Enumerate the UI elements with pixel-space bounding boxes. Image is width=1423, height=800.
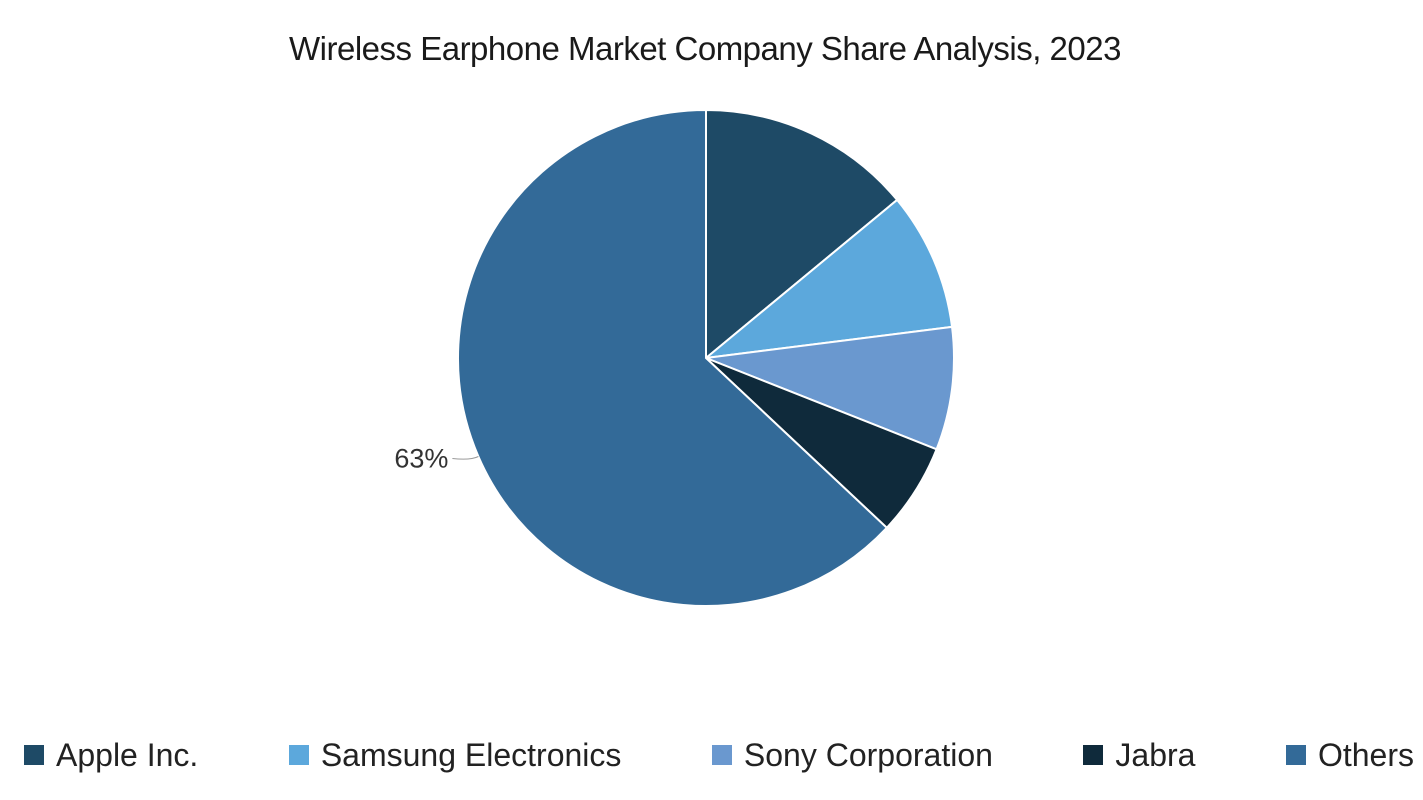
- pie-slice-apple-inc: [705, 108, 899, 361]
- legend-item-jabra: Jabra: [1083, 737, 1195, 774]
- data-label-others: 63%: [394, 443, 448, 473]
- legend-item-others: Others: [1285, 736, 1414, 774]
- data-label-leader-line: [452, 456, 479, 460]
- pie-slice-sony-corporation: [705, 325, 955, 451]
- pie-slice-samsung-electronics: [702, 198, 954, 360]
- pie-slice-others: [457, 108, 889, 607]
- pie-chart: 63%: [394, 108, 955, 607]
- legend-swatch-apple: [24, 745, 44, 765]
- legend-swatch-jabra: [1083, 745, 1104, 765]
- chart-title: Wireless Earphone Market Company Share A…: [289, 30, 1121, 67]
- legend-label-others: Others: [1317, 736, 1414, 773]
- legend-swatch-others: [1285, 745, 1306, 765]
- legend-item-sony: Sony Corporation: [711, 736, 993, 774]
- legend-label-jabra: Jabra: [1115, 736, 1196, 773]
- legend-swatch-sony: [711, 745, 732, 765]
- chart-legend: Apple Inc. Samsung Electronics Sony Corp…: [24, 733, 1414, 777]
- legend-swatch-samsung: [288, 745, 309, 765]
- legend-label-sony: Sony Corporation: [743, 736, 993, 773]
- legend-label-samsung: Samsung Electronics: [320, 736, 622, 773]
- legend-item-samsung: Samsung Electronics: [288, 736, 622, 774]
- legend-label-apple: Apple Inc.: [56, 736, 199, 773]
- pie-slices: [457, 108, 955, 607]
- legend-item-apple: Apple Inc.: [24, 737, 198, 774]
- pie-data-labels: 63%: [394, 443, 479, 473]
